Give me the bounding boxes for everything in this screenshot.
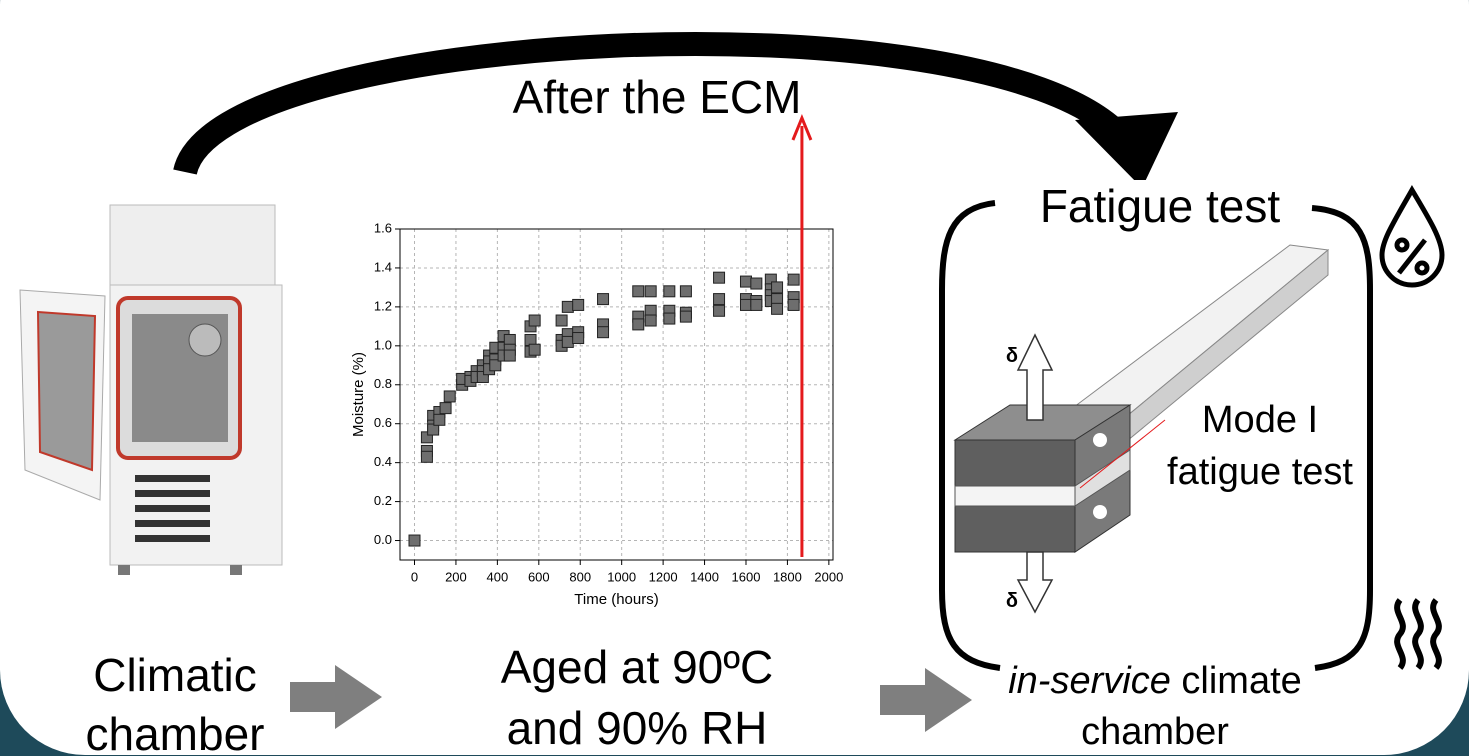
- x-tick-label: 600: [528, 569, 550, 584]
- inservice-italic: in-service: [1008, 660, 1171, 702]
- y-tick-label: 0.6: [374, 415, 392, 430]
- y-tick-label: 1.6: [374, 220, 392, 235]
- y-tick-label: 0.8: [374, 376, 392, 391]
- climatic-chamber-image: [19, 204, 283, 575]
- data-point: [597, 293, 610, 306]
- x-tick-label: 800: [569, 569, 591, 584]
- data-point: [572, 332, 585, 345]
- data-point: [644, 314, 657, 327]
- data-point: [739, 275, 752, 288]
- x-tick-label: 2000: [814, 569, 843, 584]
- data-point: [713, 271, 726, 284]
- arrow-head: [1075, 112, 1178, 188]
- inservice-label: in-service climate: [1008, 660, 1302, 702]
- mode-label: fatigue test: [1167, 451, 1353, 493]
- ecm-label: After the ECM: [513, 71, 802, 123]
- data-point: [572, 298, 585, 311]
- data-point: [561, 300, 574, 313]
- y-tick-label: 0.2: [374, 493, 392, 508]
- bracket-right: [1311, 205, 1373, 671]
- humidity-icon: [1379, 185, 1445, 288]
- plot-frame: [399, 228, 834, 561]
- data-point: [750, 277, 763, 290]
- data-point: [713, 293, 726, 306]
- data-point: [528, 314, 541, 327]
- y-tick-label: 1.4: [374, 259, 392, 274]
- data-point: [555, 314, 568, 327]
- data-point: [663, 312, 676, 325]
- data-point: [771, 281, 784, 294]
- data-point: [528, 343, 541, 356]
- data-point: [644, 285, 657, 298]
- data-point: [713, 304, 726, 317]
- data-point: [408, 534, 421, 547]
- specimen-image: [953, 244, 1330, 614]
- chamber-label: chamber: [86, 708, 265, 756]
- x-tick-label: 400: [487, 569, 509, 584]
- x-tick-label: 0: [411, 569, 418, 584]
- bracket-left: [939, 200, 1001, 671]
- heat-icon: [1394, 598, 1442, 670]
- y-tick-label: 1.2: [374, 298, 392, 313]
- aged-label: and 90% RH: [507, 702, 768, 754]
- title-backdrop: [1015, 180, 1305, 230]
- x-axis-label: Time (hours): [574, 591, 658, 608]
- fatigue-title: Fatigue test: [1040, 180, 1281, 232]
- ecm-arrow-head: [791, 114, 813, 141]
- mode-label: Mode I: [1202, 399, 1318, 441]
- delta-label: δ: [1006, 345, 1018, 367]
- inservice-label: chamber: [1081, 711, 1229, 753]
- data-point: [679, 310, 692, 323]
- aged-label: Aged at 90ºC: [501, 641, 774, 693]
- moisture-chart: 0 200 400 600 800 1000 1200 1400 1600 1800 2000 0.0…: [350, 114, 843, 608]
- data-point: [433, 413, 446, 426]
- data-point: [439, 402, 452, 415]
- x-tick-label: 1600: [732, 569, 761, 584]
- flow-arrow: [290, 665, 382, 729]
- delta-label: δ: [1006, 590, 1018, 612]
- data-point: [597, 326, 610, 339]
- chamber-label: Climatic: [93, 649, 257, 701]
- data-point: [489, 359, 502, 372]
- data-point: [420, 431, 433, 444]
- curved-arrow: [173, 31, 1129, 176]
- data-point: [787, 298, 800, 311]
- data-point: [420, 450, 433, 463]
- y-axis-label: Moisture (%): [350, 352, 367, 437]
- data-point: [750, 298, 763, 311]
- data-point: [679, 285, 692, 298]
- x-tick-label: 1200: [649, 569, 678, 584]
- flow-arrow: [880, 668, 972, 732]
- x-tick-label: 1400: [690, 569, 719, 584]
- x-tick-label: 1000: [607, 569, 636, 584]
- data-point: [476, 370, 489, 383]
- data-point: [787, 273, 800, 286]
- x-tick-label: 1800: [773, 569, 802, 584]
- data-point: [739, 298, 752, 311]
- inservice-rest: climate: [1171, 660, 1302, 702]
- data-point: [443, 390, 456, 403]
- y-tick-label: 0.4: [374, 454, 392, 469]
- data-point: [632, 285, 645, 298]
- x-tick-label: 200: [445, 569, 467, 584]
- data-point: [663, 285, 676, 298]
- y-tick-label: 0.0: [374, 532, 392, 547]
- data-point: [561, 335, 574, 348]
- y-tick-label: 1.0: [374, 337, 392, 352]
- data-point: [427, 423, 440, 436]
- data-point: [771, 302, 784, 315]
- data-point: [632, 318, 645, 331]
- data-point: [503, 349, 516, 362]
